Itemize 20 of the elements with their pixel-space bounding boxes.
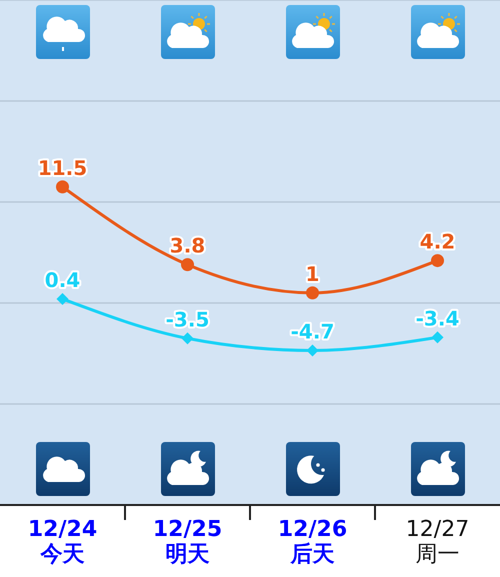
point [56,180,69,194]
x-tick-label: 12/24 今天 [28,517,98,567]
x-tick-label: 12/26 后天 [278,517,348,567]
data-label: -3.4 [416,306,460,330]
data-label: 11.5 [38,156,88,180]
point [306,344,318,356]
point [306,286,319,300]
point [56,292,68,305]
point [431,254,444,268]
data-label: 3.8 [170,234,206,258]
data-label: -4.7 [290,319,334,344]
x-tick-label: 12/27 周一 [406,517,470,567]
point [432,331,444,344]
x-tick-label: 12/25 明天 [152,517,222,567]
data-label: 1 [306,262,320,286]
data-label: 4.2 [420,230,456,254]
data-label: 0.4 [44,268,80,292]
point [181,258,194,272]
data-label: -3.5 [166,307,210,332]
point [182,332,194,344]
